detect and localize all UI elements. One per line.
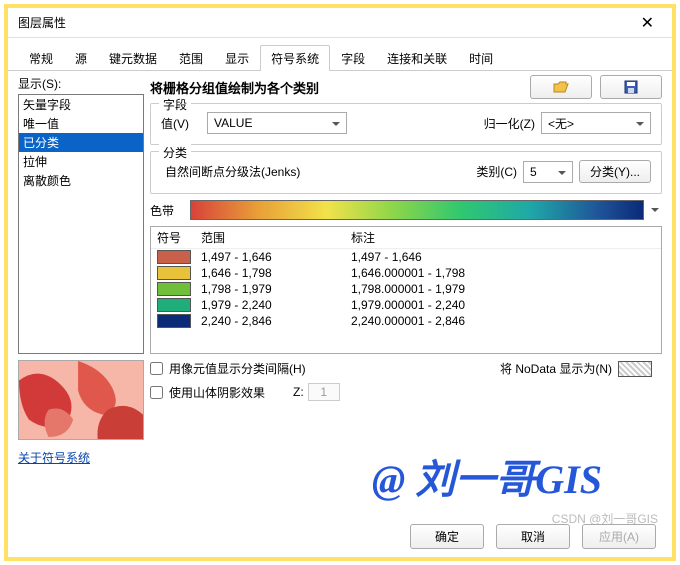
- folder-open-icon: [553, 80, 569, 94]
- save-icon: [624, 80, 638, 94]
- table-row[interactable]: 1,798 - 1,9791,798.000001 - 1,979: [151, 281, 661, 297]
- color-ramp-combo[interactable]: [190, 200, 644, 220]
- table-row[interactable]: 1,646 - 1,7981,646.000001 - 1,798: [151, 265, 661, 281]
- list-item[interactable]: 已分类: [19, 133, 143, 152]
- open-button[interactable]: [530, 75, 592, 99]
- label-cell: 2,240.000001 - 2,846: [351, 314, 655, 328]
- table-header: 符号 范围 标注: [151, 227, 661, 249]
- close-button[interactable]: ✕: [633, 13, 662, 33]
- left-panel: 显示(S): 矢量字段唯一值已分类拉伸离散颜色 关于符号系统: [18, 75, 144, 466]
- table-row[interactable]: 1,979 - 2,2401,979.000001 - 2,240: [151, 297, 661, 313]
- panel-heading: 将栅格分组值绘制为各个类别: [150, 78, 522, 97]
- classification-group-title: 分类: [159, 144, 191, 161]
- col-label: 标注: [351, 229, 655, 246]
- cancel-button[interactable]: 取消: [496, 524, 570, 549]
- right-panel: 将栅格分组值绘制为各个类别 字段 值(V) VALUE 归一化(Z) <无>: [150, 75, 662, 466]
- range-cell: 1,646 - 1,798: [201, 266, 351, 280]
- title-bar: 图层属性 ✕: [8, 8, 672, 38]
- tab-2[interactable]: 键元数据: [98, 45, 168, 71]
- class-method-label: 自然间断点分级法(Jenks): [165, 163, 300, 180]
- list-item[interactable]: 矢量字段: [19, 95, 143, 114]
- hillshade-row: 使用山体阴影效果 Z:: [150, 383, 340, 401]
- value-combo[interactable]: VALUE: [207, 112, 347, 134]
- label-cell: 1,646.000001 - 1,798: [351, 266, 655, 280]
- pixel-interval-checkbox[interactable]: [150, 362, 163, 375]
- tab-8[interactable]: 时间: [458, 45, 504, 71]
- normalize-label: 归一化(Z): [484, 115, 535, 132]
- col-range: 范围: [201, 229, 351, 246]
- window-title: 图层属性: [18, 14, 633, 31]
- renderer-list[interactable]: 矢量字段唯一值已分类拉伸离散颜色: [18, 94, 144, 354]
- table-row[interactable]: 1,497 - 1,6461,497 - 1,646: [151, 249, 661, 265]
- heading-row: 将栅格分组值绘制为各个类别: [150, 75, 662, 99]
- classify-button[interactable]: 分类(Y)...: [579, 160, 651, 183]
- tab-strip: 常规源键元数据范围显示符号系统字段连接和关联时间: [8, 38, 672, 71]
- color-ramp-row: 色带: [150, 200, 662, 220]
- nodata-label: 将 NoData 显示为(N): [500, 360, 612, 377]
- range-cell: 1,798 - 1,979: [201, 282, 351, 296]
- hillshade-checkbox[interactable]: [150, 386, 163, 399]
- tab-7[interactable]: 连接和关联: [376, 45, 458, 71]
- color-swatch[interactable]: [157, 282, 191, 296]
- tab-0[interactable]: 常规: [18, 45, 64, 71]
- pixel-interval-label: 用像元值显示分类间隔(H): [169, 360, 306, 377]
- class-table: 符号 范围 标注 1,497 - 1,6461,497 - 1,6461,646…: [150, 226, 662, 354]
- color-swatch[interactable]: [157, 298, 191, 312]
- label-cell: 1,497 - 1,646: [351, 250, 655, 264]
- range-cell: 1,979 - 2,240: [201, 298, 351, 312]
- color-swatch[interactable]: [157, 314, 191, 328]
- tab-3[interactable]: 范围: [168, 45, 214, 71]
- tab-1[interactable]: 源: [64, 45, 98, 71]
- class-count-label: 类别(C): [476, 163, 517, 180]
- tab-4[interactable]: 显示: [214, 45, 260, 71]
- table-row[interactable]: 2,240 - 2,8462,240.000001 - 2,846: [151, 313, 661, 329]
- list-item[interactable]: 离散颜色: [19, 171, 143, 190]
- nodata-swatch[interactable]: [618, 361, 652, 377]
- normalize-combo[interactable]: <无>: [541, 112, 651, 134]
- layer-preview: [18, 360, 144, 440]
- z-input[interactable]: [308, 383, 340, 401]
- color-swatch[interactable]: [157, 266, 191, 280]
- pixel-interval-row: 用像元值显示分类间隔(H): [150, 360, 340, 377]
- list-item[interactable]: 唯一值: [19, 114, 143, 133]
- help-link[interactable]: 关于符号系统: [18, 449, 90, 466]
- range-cell: 2,240 - 2,846: [201, 314, 351, 328]
- label-cell: 1,979.000001 - 2,240: [351, 298, 655, 312]
- classification-group: 分类 自然间断点分级法(Jenks) 类别(C) 5 分类(Y)...: [150, 151, 662, 194]
- dialog-window: 图层属性 ✕ 常规源键元数据范围显示符号系统字段连接和关联时间 显示(S): 矢…: [4, 4, 676, 561]
- class-count-combo[interactable]: 5: [523, 161, 573, 183]
- dialog-body: 显示(S): 矢量字段唯一值已分类拉伸离散颜色 关于符号系统 将栅格分组值绘制为…: [8, 71, 672, 466]
- field-group-title: 字段: [159, 96, 191, 113]
- apply-button[interactable]: 应用(A): [582, 524, 656, 549]
- show-label: 显示(S):: [18, 75, 144, 92]
- z-label: Z:: [293, 385, 304, 399]
- value-label: 值(V): [161, 115, 201, 132]
- ok-button[interactable]: 确定: [410, 524, 484, 549]
- ramp-label: 色带: [150, 202, 190, 219]
- footer: 确定 取消 应用(A): [410, 524, 656, 549]
- list-item[interactable]: 拉伸: [19, 152, 143, 171]
- col-symbol: 符号: [157, 229, 201, 246]
- field-group: 字段 值(V) VALUE 归一化(Z) <无>: [150, 103, 662, 145]
- save-button[interactable]: [600, 75, 662, 99]
- color-swatch[interactable]: [157, 250, 191, 264]
- range-cell: 1,497 - 1,646: [201, 250, 351, 264]
- tab-5[interactable]: 符号系统: [260, 45, 330, 71]
- tab-6[interactable]: 字段: [330, 45, 376, 71]
- hillshade-label: 使用山体阴影效果: [169, 384, 265, 401]
- label-cell: 1,798.000001 - 1,979: [351, 282, 655, 296]
